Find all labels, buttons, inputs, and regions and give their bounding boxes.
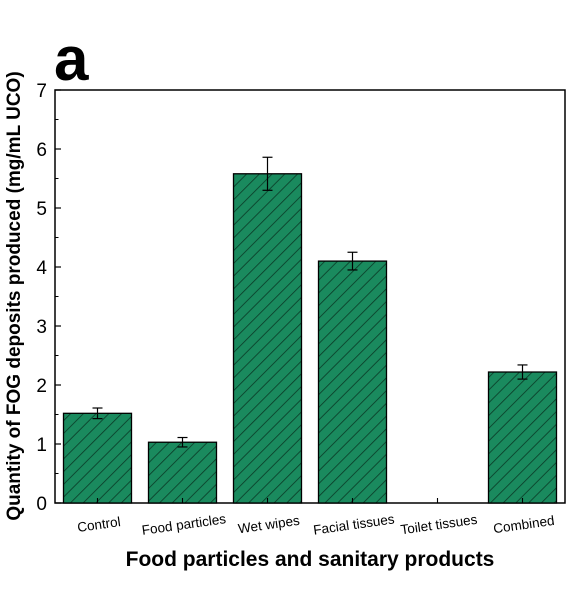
- panel-label: a: [54, 25, 89, 94]
- x-axis-tick-labels: Control Food particles Wet wipes Facial tis…: [76, 511, 555, 538]
- x-tick-label: Facial tissues: [312, 511, 395, 537]
- y-tick-label: 7: [36, 81, 47, 102]
- y-tick-label: 4: [36, 258, 47, 279]
- bar: [317, 260, 388, 504]
- y-axis-ticks: 0 1 2 3 4 5 6 7: [36, 81, 61, 515]
- y-tick-label: 2: [36, 376, 47, 397]
- bar: [147, 441, 218, 504]
- bar: [232, 173, 303, 504]
- x-tick-label: Control: [76, 514, 121, 535]
- bar: [487, 371, 558, 504]
- x-axis-title: Food particles and sanitary products: [126, 548, 495, 571]
- x-tick-label: Combined: [492, 513, 555, 536]
- y-tick-label: 0: [36, 494, 47, 515]
- y-axis-title: Quantity of FOG deposits produced (mg/mL…: [4, 71, 25, 520]
- y-tick-label: 3: [36, 317, 47, 338]
- bars-group: [62, 156, 558, 504]
- x-tick-label: Toilet tissues: [400, 512, 479, 538]
- y-tick-label: 1: [36, 435, 47, 456]
- y-tick-label: 6: [36, 140, 47, 161]
- x-tick-label: Wet wipes: [237, 513, 301, 537]
- y-tick-label: 5: [36, 199, 47, 220]
- bar: [62, 412, 133, 504]
- x-tick-label: Food particles: [141, 511, 227, 538]
